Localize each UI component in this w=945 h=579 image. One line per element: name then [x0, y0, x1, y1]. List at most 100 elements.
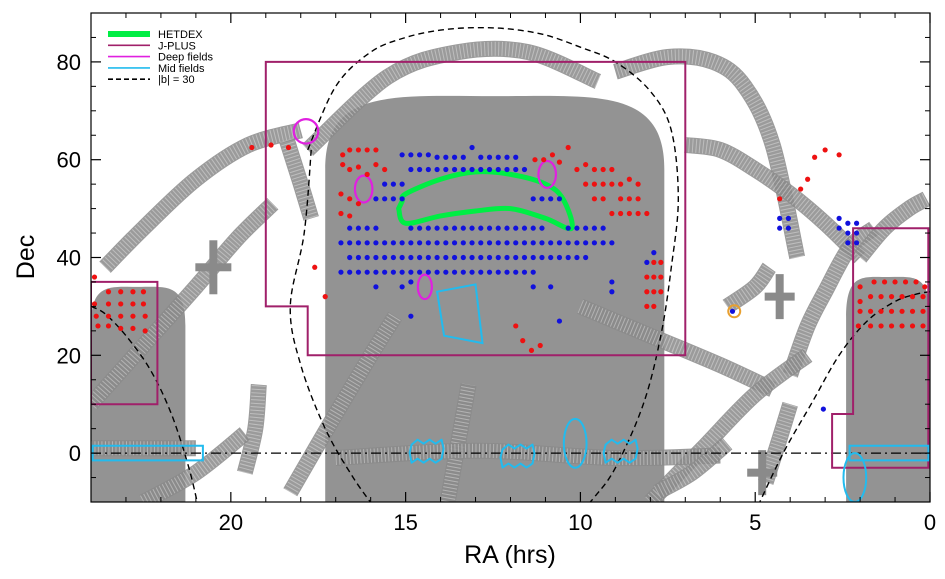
galactic-latitude-curves — [91, 26, 930, 502]
y-axis-label: Dec — [12, 235, 40, 279]
blue-point — [417, 166, 423, 173]
blue-point — [548, 196, 554, 202]
blue-point — [495, 254, 501, 261]
red-point — [118, 313, 124, 319]
coverage-track-hatch — [613, 49, 805, 259]
blue-point — [460, 269, 466, 275]
blue-point — [443, 154, 449, 160]
coverage-track — [577, 299, 777, 397]
blue-point — [373, 269, 379, 275]
blue-point — [382, 240, 388, 246]
red-point — [798, 186, 804, 192]
blue-point — [460, 154, 466, 160]
red-point — [130, 325, 136, 332]
blue-point — [845, 230, 851, 236]
red-point — [626, 176, 632, 182]
blue-point — [417, 254, 423, 261]
red-point — [382, 166, 388, 173]
blue-point — [469, 254, 475, 261]
red-point — [644, 303, 650, 309]
blue-point — [451, 269, 458, 275]
red-point — [600, 196, 606, 202]
red-point — [338, 191, 344, 197]
blue-point — [355, 240, 362, 246]
blue-point — [609, 240, 615, 246]
blue-point — [521, 269, 528, 275]
blue-point — [364, 254, 370, 261]
x-axis-label: RA (hrs) — [464, 541, 556, 569]
blue-point — [425, 269, 431, 275]
red-point — [347, 196, 353, 202]
red-point — [899, 294, 905, 300]
coverage-track — [613, 48, 806, 260]
blue-point — [399, 254, 405, 261]
blue-point — [364, 269, 370, 275]
b30-curve — [759, 291, 930, 502]
red-point — [822, 147, 828, 153]
blue-point — [504, 269, 510, 275]
deep-field — [537, 159, 558, 189]
hetdex-field — [396, 169, 575, 232]
red-point — [878, 294, 884, 300]
red-point — [618, 210, 624, 217]
blue-point — [486, 225, 493, 231]
blue-point — [364, 225, 370, 231]
blue-point — [495, 240, 501, 246]
coverage-track-hatch — [577, 299, 776, 396]
y-tick-label: 80 — [57, 50, 81, 75]
red-point — [520, 338, 526, 344]
red-point — [867, 294, 874, 300]
red-point — [130, 289, 136, 295]
coverage-track-hatch — [723, 263, 776, 313]
b30-curve — [91, 305, 198, 502]
blue-point — [495, 269, 501, 275]
blue-point — [390, 269, 396, 275]
coverage-track — [653, 437, 733, 500]
red-point — [922, 284, 928, 290]
blue-point — [408, 166, 414, 173]
red-point — [249, 144, 255, 151]
coverage-track — [91, 197, 279, 410]
blue-point — [836, 215, 842, 221]
blue-point — [600, 225, 606, 231]
blue-point — [478, 166, 484, 173]
coverage-track-hatch — [284, 312, 402, 496]
red-point — [913, 279, 919, 285]
red-point — [118, 289, 124, 295]
blue-point — [469, 144, 475, 151]
red-point — [142, 328, 148, 334]
jplus-region — [91, 280, 159, 406]
red-point — [644, 289, 650, 295]
blue-point — [513, 269, 519, 275]
blue-point — [373, 196, 379, 202]
blue-point — [408, 240, 414, 246]
red-point — [909, 294, 916, 300]
red-point — [651, 289, 657, 295]
blue-point — [469, 225, 475, 231]
blue-point — [478, 254, 484, 261]
red-point — [340, 161, 346, 168]
coverage-track — [782, 221, 880, 378]
blue-point — [355, 254, 362, 261]
blue-point — [382, 269, 388, 275]
blue-point — [417, 152, 423, 158]
blue-point — [530, 225, 536, 231]
blue-point — [729, 308, 736, 314]
blue-point — [539, 254, 545, 261]
blue-point — [486, 166, 493, 173]
legend-label: HETDEX — [158, 29, 203, 41]
blue-point — [785, 215, 792, 221]
blue-point — [548, 284, 554, 290]
red-point — [626, 210, 632, 217]
blue-point — [539, 240, 545, 246]
red-point — [541, 157, 547, 163]
red-point — [118, 301, 124, 307]
blue-point — [399, 152, 405, 158]
blue-point — [469, 240, 475, 246]
blue-point — [347, 240, 353, 246]
blue-point — [583, 225, 589, 231]
blue-point — [820, 406, 826, 412]
red-point — [609, 166, 615, 173]
red-point — [364, 171, 370, 177]
blue-point — [408, 152, 414, 158]
